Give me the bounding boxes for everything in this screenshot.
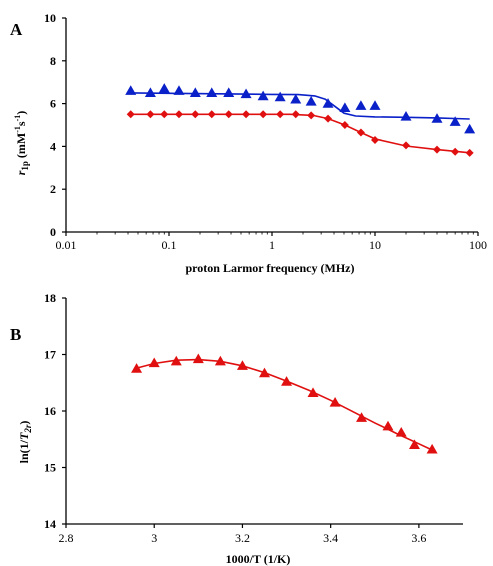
series-red-point xyxy=(224,110,233,119)
series-red-point xyxy=(356,128,365,137)
series-red-point xyxy=(131,363,143,373)
series-red-point xyxy=(236,360,248,370)
series-red-point xyxy=(371,135,379,144)
y-tick-label: 16 xyxy=(44,404,56,418)
series-red-point xyxy=(281,376,293,386)
series-red-point xyxy=(170,355,182,366)
y-tick-label: 17 xyxy=(44,348,56,362)
series-red-point xyxy=(356,412,368,422)
series-red-point xyxy=(340,121,349,129)
series-blue-point xyxy=(290,93,302,104)
series-red-fit-line xyxy=(136,358,433,451)
series-red-point xyxy=(382,420,394,431)
y-tick-label: 4 xyxy=(50,139,56,153)
panel-a-label: A xyxy=(10,20,23,39)
series-blue-point xyxy=(355,100,367,110)
y-tick-label: 18 xyxy=(44,291,56,305)
series-blue-point xyxy=(339,102,351,113)
series-red-point xyxy=(259,110,268,119)
y-tick-label: 8 xyxy=(50,54,56,68)
x-tick-label: 0.1 xyxy=(162,238,177,252)
series-red-point xyxy=(126,110,135,119)
series-blue-point xyxy=(305,95,317,106)
y-tick-label: 14 xyxy=(44,517,56,531)
series-red-point xyxy=(451,147,460,156)
series-red-point xyxy=(160,110,169,119)
series-red-point xyxy=(148,357,160,368)
series-blue-point xyxy=(125,85,137,95)
series-red-point xyxy=(276,110,285,119)
series-blue-point xyxy=(189,87,201,98)
series-blue-point xyxy=(206,87,218,98)
series-red-point xyxy=(307,111,316,120)
series-blue-point xyxy=(369,100,381,110)
y-tick-label: 6 xyxy=(50,97,56,111)
series-blue-point xyxy=(240,88,252,99)
series-red-point xyxy=(174,110,183,119)
series-red-point xyxy=(329,397,341,407)
series-red-point xyxy=(192,353,204,364)
x-tick-label: 10 xyxy=(369,238,381,252)
y-tick-label: 15 xyxy=(44,461,56,475)
series-blue-point xyxy=(173,85,185,95)
series-red-point xyxy=(408,439,420,450)
x-tick-label: 3.4 xyxy=(323,531,338,545)
panel-b-chart: B 14 15 16 17 18 2.8 3 3.2 3.4 3.6 1000/T (1/K) l… xyxy=(10,291,463,566)
series-blue-point xyxy=(274,91,286,102)
series-blue-point xyxy=(464,123,476,134)
series-red-point xyxy=(395,426,407,437)
y-tick-label: 10 xyxy=(44,11,56,25)
panel-a-chart: A 0 2 4 6 8 10 0.01 0.1 1 10 100 proton Larmor fre… xyxy=(10,11,487,275)
x-tick-label: 3.6 xyxy=(411,531,426,545)
series-red-point xyxy=(207,110,216,119)
series-red-point xyxy=(214,355,226,366)
panel-b-x-axis-label: 1000/T (1/K) xyxy=(226,552,291,566)
series-blue-point xyxy=(257,90,269,101)
x-tick-label: 3 xyxy=(151,531,157,545)
series-red-point xyxy=(426,443,438,454)
x-tick-label: 0.01 xyxy=(56,238,77,252)
series-red-point xyxy=(324,114,333,123)
series-red-point xyxy=(433,145,442,154)
panel-b-y-axis-label: ln(1/T2r) xyxy=(17,421,33,464)
panel-a-y-axis-label: r1p (mM-1s-1) xyxy=(13,111,30,176)
series-blue-point xyxy=(158,83,170,93)
panel-b-label: B xyxy=(10,325,21,344)
x-tick-label: 2.8 xyxy=(59,531,74,545)
y-tick-label: 0 xyxy=(50,225,56,239)
series-blue-point xyxy=(322,98,334,108)
series-blue-point xyxy=(449,116,461,126)
series-red-point xyxy=(146,110,155,119)
x-tick-label: 100 xyxy=(469,238,487,252)
x-tick-label: 3.2 xyxy=(235,531,250,545)
series-blue-point xyxy=(400,110,412,121)
panel-a-x-axis-label: proton Larmor frequency (MHz) xyxy=(186,261,355,275)
series-red-point xyxy=(242,110,251,119)
series-red-point xyxy=(191,110,200,119)
x-tick-label: 1 xyxy=(269,238,275,252)
series-blue-point xyxy=(431,113,443,123)
panel-b-plot-area: 14 15 16 17 18 2.8 3 3.2 3.4 3.6 xyxy=(44,291,463,545)
series-red-point xyxy=(291,110,300,119)
panel-a-plot-area: 0 2 4 6 8 10 0.01 0.1 1 10 100 xyxy=(44,11,487,252)
series-red-point xyxy=(307,387,319,398)
series-blue-point xyxy=(144,87,156,98)
series-red-fit-line xyxy=(130,113,470,154)
series-blue-point xyxy=(223,87,235,98)
series-red-point xyxy=(259,367,270,378)
y-tick-label: 2 xyxy=(50,182,56,196)
series-red-point xyxy=(402,141,411,150)
series-red-point xyxy=(465,148,474,157)
